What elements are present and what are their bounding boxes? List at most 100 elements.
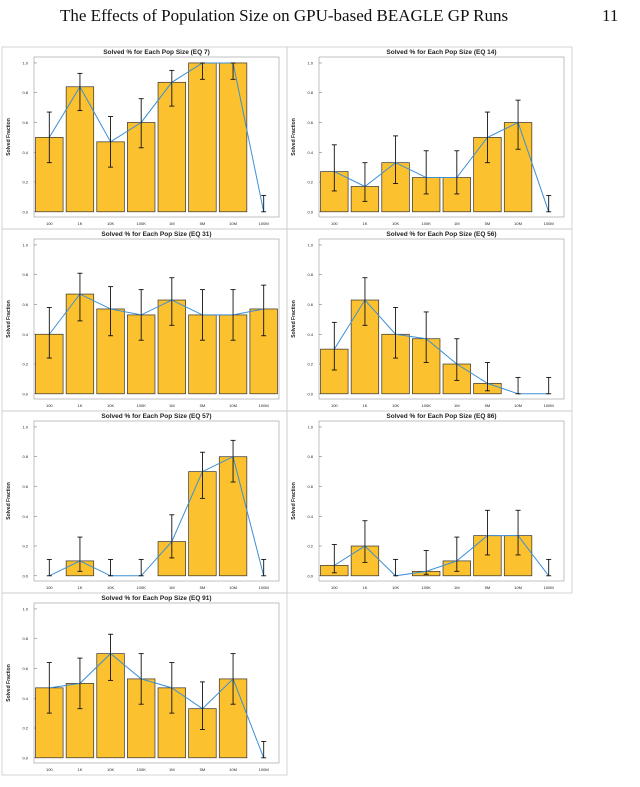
error-bar <box>393 307 399 359</box>
chart-title: Solved % for Each Pop Size (EQ 14) <box>386 49 496 56</box>
y-tick-label: 0.6 <box>307 120 313 125</box>
y-tick-label: 1.0 <box>22 424 28 429</box>
error-bar <box>331 321 337 371</box>
y-tick-label: 0.0 <box>22 573 28 578</box>
error-bar <box>484 509 490 556</box>
error-bar <box>77 536 83 572</box>
x-tick-label: 5M <box>200 221 206 226</box>
x-tick-label: 10K <box>392 221 399 226</box>
error-bar <box>108 116 114 168</box>
y-tick-label: 0.8 <box>22 90 28 95</box>
y-tick-label: 1.0 <box>307 60 313 65</box>
trend-line <box>49 652 265 758</box>
x-tick-label: 1K <box>77 767 82 772</box>
error-bar <box>515 99 521 150</box>
chart: Solved % for Each Pop Size (EQ 7) Solved … <box>1 46 288 230</box>
x-tick-label: 1M <box>169 585 175 590</box>
error-bar <box>261 558 267 577</box>
error-bar <box>546 194 552 213</box>
error-bar <box>77 272 83 322</box>
y-tick-label: 0.6 <box>307 302 313 307</box>
y-tick-label: 0.2 <box>22 726 28 731</box>
y-tick-label: 0.4 <box>22 514 28 519</box>
x-tick-label: 10M <box>514 403 522 408</box>
y-tick-label: 1.0 <box>22 242 28 247</box>
x-tick-label: 10K <box>392 403 399 408</box>
plot-frame <box>318 238 565 400</box>
y-tick-label: 0.2 <box>22 180 28 185</box>
y-tick-label: 0.4 <box>22 696 28 701</box>
y-tick-label: 0.2 <box>307 180 313 185</box>
y-tick-label: 0.4 <box>307 150 313 155</box>
x-tick-label: 100M <box>259 767 269 772</box>
trend-line <box>48 293 264 335</box>
error-bar <box>138 98 144 149</box>
plot-frame <box>318 420 565 582</box>
x-tick-label: 10K <box>107 767 114 772</box>
y-tick-label: 1.0 <box>307 242 313 247</box>
y-tick-label: 0.6 <box>307 484 313 489</box>
plot-frame <box>33 420 280 582</box>
chart-title: Solved % for Each Pop Size (EQ 57) <box>101 413 211 420</box>
error-bar <box>169 662 175 714</box>
error-bar <box>46 558 52 577</box>
x-tick-label: 100K <box>137 221 147 226</box>
error-bar <box>362 162 368 202</box>
page-header: The Effects of Population Size on GPU-ba… <box>0 4 640 28</box>
y-tick-label: 0.6 <box>22 484 28 489</box>
x-tick-label: 10M <box>229 585 237 590</box>
y-tick-label: 0.4 <box>22 150 28 155</box>
x-tick-label: 100 <box>331 221 338 226</box>
x-tick-label: 1K <box>362 221 367 226</box>
y-tick-label: 0.8 <box>22 272 28 277</box>
error-bar <box>230 289 236 341</box>
x-tick-label: 100 <box>46 767 53 772</box>
error-bar <box>484 111 490 164</box>
bar <box>188 62 217 213</box>
error-bar <box>423 311 429 363</box>
x-tick-label: 100M <box>544 585 554 590</box>
error-bar <box>169 514 175 559</box>
error-bar <box>546 376 552 395</box>
error-bar <box>138 558 144 577</box>
chart-title: Solved % for Each Pop Size (EQ 86) <box>386 413 496 420</box>
y-axis-label: Solved Fraction <box>291 300 297 338</box>
trend-line <box>334 121 550 212</box>
x-tick-label: 1M <box>169 221 175 226</box>
x-tick-label: 5M <box>200 767 206 772</box>
x-tick-label: 100M <box>544 221 554 226</box>
x-tick-label: 10M <box>229 221 237 226</box>
error-bar <box>362 277 368 326</box>
x-tick-label: 100 <box>331 585 338 590</box>
error-bar <box>199 451 205 499</box>
y-tick-label: 0.0 <box>307 391 313 396</box>
y-tick-label: 0.6 <box>22 120 28 125</box>
error-bar <box>261 740 267 759</box>
x-tick-label: 1K <box>77 403 82 408</box>
x-tick-label: 5M <box>200 403 206 408</box>
y-axis-label: Solved Fraction <box>6 482 12 520</box>
y-tick-label: 0.2 <box>22 544 28 549</box>
y-tick-label: 0.6 <box>22 302 28 307</box>
error-bar <box>230 439 236 483</box>
chart: Solved % for Each Pop Size (EQ 56) Solved… <box>286 228 573 412</box>
bar <box>127 314 156 395</box>
y-tick-label: 0.6 <box>22 666 28 671</box>
error-bar <box>546 558 552 577</box>
y-tick-label: 0.4 <box>22 332 28 337</box>
y-tick-label: 0.0 <box>307 209 313 214</box>
panel-frame <box>286 410 573 594</box>
x-tick-label: 10M <box>229 767 237 772</box>
page-number: 11 <box>602 6 619 25</box>
error-bar <box>108 558 114 577</box>
error-bar <box>77 657 83 710</box>
error-bar <box>77 72 83 112</box>
plot-frame <box>33 238 280 400</box>
x-tick-label: 100M <box>259 403 269 408</box>
y-tick-label: 0.0 <box>22 755 28 760</box>
error-bar <box>454 536 460 572</box>
y-axis-label: Solved Fraction <box>6 300 12 338</box>
error-bar <box>423 550 429 575</box>
y-tick-label: 1.0 <box>22 60 28 65</box>
